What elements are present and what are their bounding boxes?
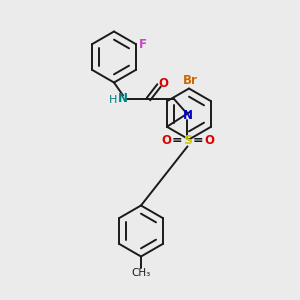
Text: N: N bbox=[182, 109, 193, 122]
Text: O: O bbox=[204, 134, 214, 148]
Text: =: = bbox=[172, 134, 182, 148]
Text: F: F bbox=[139, 38, 147, 51]
Text: N: N bbox=[118, 92, 128, 106]
Text: O: O bbox=[161, 134, 172, 148]
Text: =: = bbox=[193, 134, 203, 148]
Text: H: H bbox=[109, 94, 118, 105]
Text: CH₃: CH₃ bbox=[131, 268, 151, 278]
Text: O: O bbox=[158, 76, 169, 90]
Text: S: S bbox=[183, 134, 192, 148]
Text: Br: Br bbox=[183, 74, 198, 87]
